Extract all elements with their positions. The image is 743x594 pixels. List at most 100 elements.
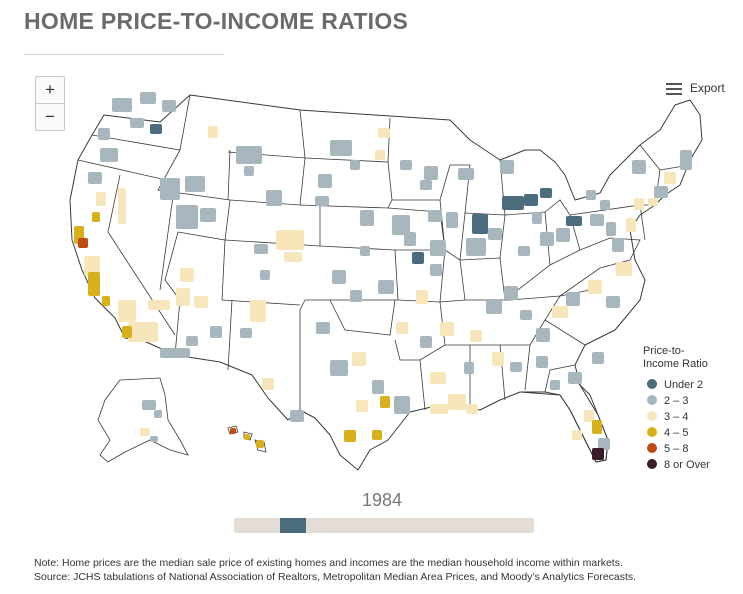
metro-area[interactable]: [92, 212, 100, 222]
metro-area[interactable]: [586, 190, 596, 200]
metro-area[interactable]: [102, 296, 110, 306]
metro-area[interactable]: [466, 404, 478, 414]
metro-area[interactable]: [552, 306, 568, 318]
zoom-in-button[interactable]: +: [36, 77, 64, 104]
metro-area[interactable]: [244, 166, 254, 176]
legend-item-3-4[interactable]: 3 – 4: [643, 409, 710, 425]
metro-area[interactable]: [276, 230, 304, 250]
metro-area[interactable]: [464, 362, 474, 374]
metro-area[interactable]: [244, 434, 250, 440]
metro-area[interactable]: [566, 216, 582, 226]
metro-area[interactable]: [600, 200, 610, 210]
legend-item-2-3[interactable]: 2 – 3: [643, 393, 710, 409]
metro-area[interactable]: [424, 166, 438, 180]
metro-area[interactable]: [486, 300, 502, 314]
metro-area[interactable]: [240, 328, 252, 338]
metro-area[interactable]: [84, 256, 100, 276]
metro-area[interactable]: [360, 246, 370, 256]
metro-area[interactable]: [532, 212, 542, 224]
metro-area[interactable]: [680, 150, 692, 170]
legend-item-4-5[interactable]: 4 – 5: [643, 425, 710, 441]
metro-area[interactable]: [372, 430, 382, 440]
metro-area[interactable]: [568, 372, 582, 384]
metro-area[interactable]: [316, 322, 330, 334]
metro-area[interactable]: [266, 190, 282, 206]
metro-area[interactable]: [590, 214, 604, 226]
metro-area[interactable]: [118, 300, 136, 322]
metro-area[interactable]: [446, 212, 458, 228]
metro-area[interactable]: [536, 328, 550, 342]
metro-area[interactable]: [344, 430, 356, 442]
zoom-control[interactable]: + −: [35, 76, 65, 131]
metro-area[interactable]: [412, 252, 424, 264]
metro-area[interactable]: [394, 396, 410, 414]
metro-area[interactable]: [128, 322, 158, 342]
zoom-out-button[interactable]: −: [45, 107, 55, 126]
export-button[interactable]: Export: [666, 80, 725, 98]
metro-area[interactable]: [350, 290, 362, 302]
metro-area[interactable]: [378, 280, 394, 294]
metro-area[interactable]: [536, 356, 548, 368]
metro-area[interactable]: [566, 292, 580, 306]
metro-area[interactable]: [626, 218, 636, 232]
metro-area[interactable]: [148, 300, 170, 310]
metro-area[interactable]: [612, 238, 624, 252]
metro-area[interactable]: [606, 296, 620, 308]
metro-area[interactable]: [160, 178, 180, 200]
metro-area[interactable]: [430, 372, 446, 384]
metro-area[interactable]: [592, 420, 602, 434]
metro-area[interactable]: [458, 168, 474, 180]
metro-area[interactable]: [254, 244, 268, 254]
metro-area[interactable]: [492, 352, 504, 366]
metro-area[interactable]: [378, 128, 390, 138]
metro-area[interactable]: [540, 188, 552, 198]
metro-area[interactable]: [332, 270, 346, 284]
metro-area[interactable]: [186, 336, 198, 346]
metro-area[interactable]: [588, 280, 602, 294]
metro-area[interactable]: [592, 448, 604, 460]
metro-area[interactable]: [330, 140, 352, 156]
metro-area[interactable]: [372, 380, 384, 394]
metro-area[interactable]: [470, 330, 482, 342]
metro-area[interactable]: [404, 232, 416, 246]
metro-area[interactable]: [375, 150, 385, 160]
metro-area[interactable]: [360, 210, 374, 226]
metro-area[interactable]: [162, 100, 176, 112]
metro-area[interactable]: [592, 352, 604, 364]
metro-area[interactable]: [260, 270, 270, 280]
metro-area[interactable]: [632, 160, 646, 174]
metro-area[interactable]: [210, 326, 222, 338]
metro-area[interactable]: [180, 268, 194, 282]
metro-area[interactable]: [440, 322, 454, 336]
metro-area[interactable]: [556, 228, 570, 242]
metro-area[interactable]: [396, 322, 408, 334]
metro-area[interactable]: [510, 362, 522, 372]
metro-area[interactable]: [256, 440, 264, 448]
metro-area[interactable]: [154, 410, 162, 418]
metro-area[interactable]: [140, 428, 150, 436]
metro-area[interactable]: [502, 196, 524, 210]
metro-area[interactable]: [550, 380, 560, 390]
metro-area[interactable]: [428, 210, 442, 222]
metro-area[interactable]: [96, 192, 106, 206]
metro-area[interactable]: [78, 238, 88, 248]
metro-area[interactable]: [160, 348, 190, 358]
metro-area[interactable]: [200, 208, 216, 222]
metro-area[interactable]: [176, 205, 198, 229]
metro-area[interactable]: [318, 174, 332, 188]
metro-area[interactable]: [518, 246, 530, 256]
metro-area[interactable]: [654, 186, 668, 198]
metro-area[interactable]: [648, 198, 658, 206]
metro-area[interactable]: [504, 286, 518, 300]
metro-area[interactable]: [380, 396, 390, 408]
metro-area[interactable]: [130, 118, 144, 128]
metro-area[interactable]: [118, 188, 126, 224]
metro-area[interactable]: [176, 288, 190, 306]
metro-area[interactable]: [540, 232, 554, 246]
metro-area[interactable]: [420, 180, 432, 190]
metro-area[interactable]: [400, 160, 412, 170]
metro-area[interactable]: [664, 172, 676, 184]
metro-area[interactable]: [88, 272, 100, 296]
metro-area[interactable]: [250, 300, 266, 322]
